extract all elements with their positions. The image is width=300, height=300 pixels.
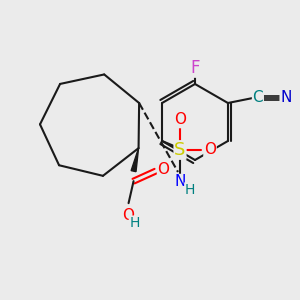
Text: N: N [280, 91, 292, 106]
Polygon shape [131, 148, 139, 172]
Text: N: N [174, 175, 186, 190]
Text: C: C [253, 91, 263, 106]
Text: O: O [158, 162, 169, 177]
Text: O: O [174, 112, 186, 128]
Text: H: H [185, 183, 195, 197]
Text: F: F [190, 59, 200, 77]
Text: H: H [129, 216, 140, 230]
Text: O: O [123, 208, 135, 223]
Text: O: O [204, 142, 216, 158]
Text: S: S [174, 141, 186, 159]
